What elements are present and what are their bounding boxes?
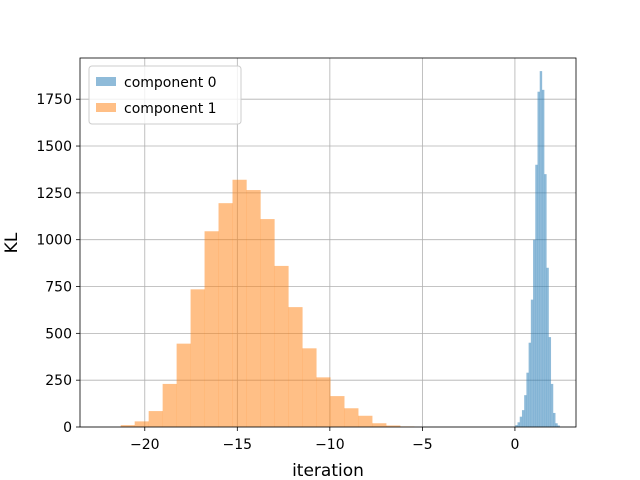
legend-box: [88, 65, 242, 125]
histogram-bar: [517, 422, 520, 427]
histogram-bar: [316, 377, 331, 427]
histogram-bar: [539, 71, 543, 428]
y-tick-label: 1500: [36, 139, 72, 155]
histogram-bar: [386, 425, 401, 427]
histogram-bar: [218, 203, 233, 427]
histogram-bar: [555, 423, 558, 427]
y-tick-label: 250: [45, 373, 72, 389]
histogram-bar: [246, 190, 261, 427]
histogram-bar: [190, 289, 205, 427]
y-tick-label: 750: [45, 280, 72, 296]
y-tick-label: 0: [63, 420, 72, 436]
plot-frame: [79, 57, 577, 428]
histogram-bar: [553, 412, 556, 427]
x-tick-label: −15: [223, 437, 253, 453]
y-tick-label: 1000: [36, 233, 72, 249]
histogram-bars: [120, 71, 560, 428]
histogram-bar: [372, 423, 387, 427]
histogram-bar: [288, 307, 303, 427]
x-tick-label: 0: [510, 437, 519, 453]
x-tick-label: −20: [130, 437, 160, 453]
histogram-bar: [550, 383, 554, 427]
histogram-bar: [537, 91, 540, 428]
histogram-bar: [541, 89, 545, 427]
histogram-bar: [533, 239, 536, 427]
legend-swatch: [96, 103, 116, 112]
histogram-bar: [134, 421, 149, 427]
histogram-bar: [519, 416, 523, 427]
histogram-bar: [120, 425, 135, 427]
histogram-bar: [330, 396, 345, 427]
legend: component 0 component 1: [88, 65, 242, 125]
y-tick-label: 1250: [36, 186, 72, 202]
histogram-bar: [232, 179, 247, 427]
histogram-bar: [274, 265, 289, 427]
x-axis-ticks: −20 −15 −10 −5 0: [130, 427, 519, 453]
histogram-bar: [521, 410, 525, 427]
legend-label: component 1: [124, 101, 217, 117]
y-tick-label: 500: [45, 326, 72, 342]
histogram-bar: [524, 395, 527, 427]
series-1-bars: [120, 179, 415, 427]
histogram-bar: [546, 267, 549, 427]
histogram-bar: [526, 372, 529, 427]
histogram-bar: [515, 425, 518, 427]
histogram-bar: [530, 299, 534, 427]
histogram-bar: [162, 383, 177, 427]
histogram-bar: [260, 219, 275, 427]
histogram-bar: [528, 342, 532, 427]
x-tick-label: −10: [315, 437, 345, 453]
y-tick-label: 1750: [36, 92, 72, 108]
series-0-bars: [515, 71, 560, 428]
histogram-bar: [148, 411, 163, 427]
histogram-bar: [548, 337, 552, 427]
histogram-bar: [176, 343, 191, 427]
histogram-bar: [535, 164, 538, 428]
histogram-bar: [544, 174, 547, 427]
legend-label: component 0: [124, 75, 217, 91]
y-axis-label: KL: [2, 232, 22, 253]
legend-swatch: [96, 77, 116, 86]
histogram-bar: [204, 231, 219, 427]
x-tick-label: −5: [412, 437, 433, 453]
histogram-bar: [557, 425, 560, 427]
histogram-bar: [344, 408, 359, 427]
y-axis-ticks: 0 250 500 750 1000 1250 1500 1750: [36, 92, 80, 436]
histogram-bar: [358, 415, 373, 427]
histogram-bar: [302, 348, 317, 427]
x-axis-label: iteration: [292, 461, 364, 480]
